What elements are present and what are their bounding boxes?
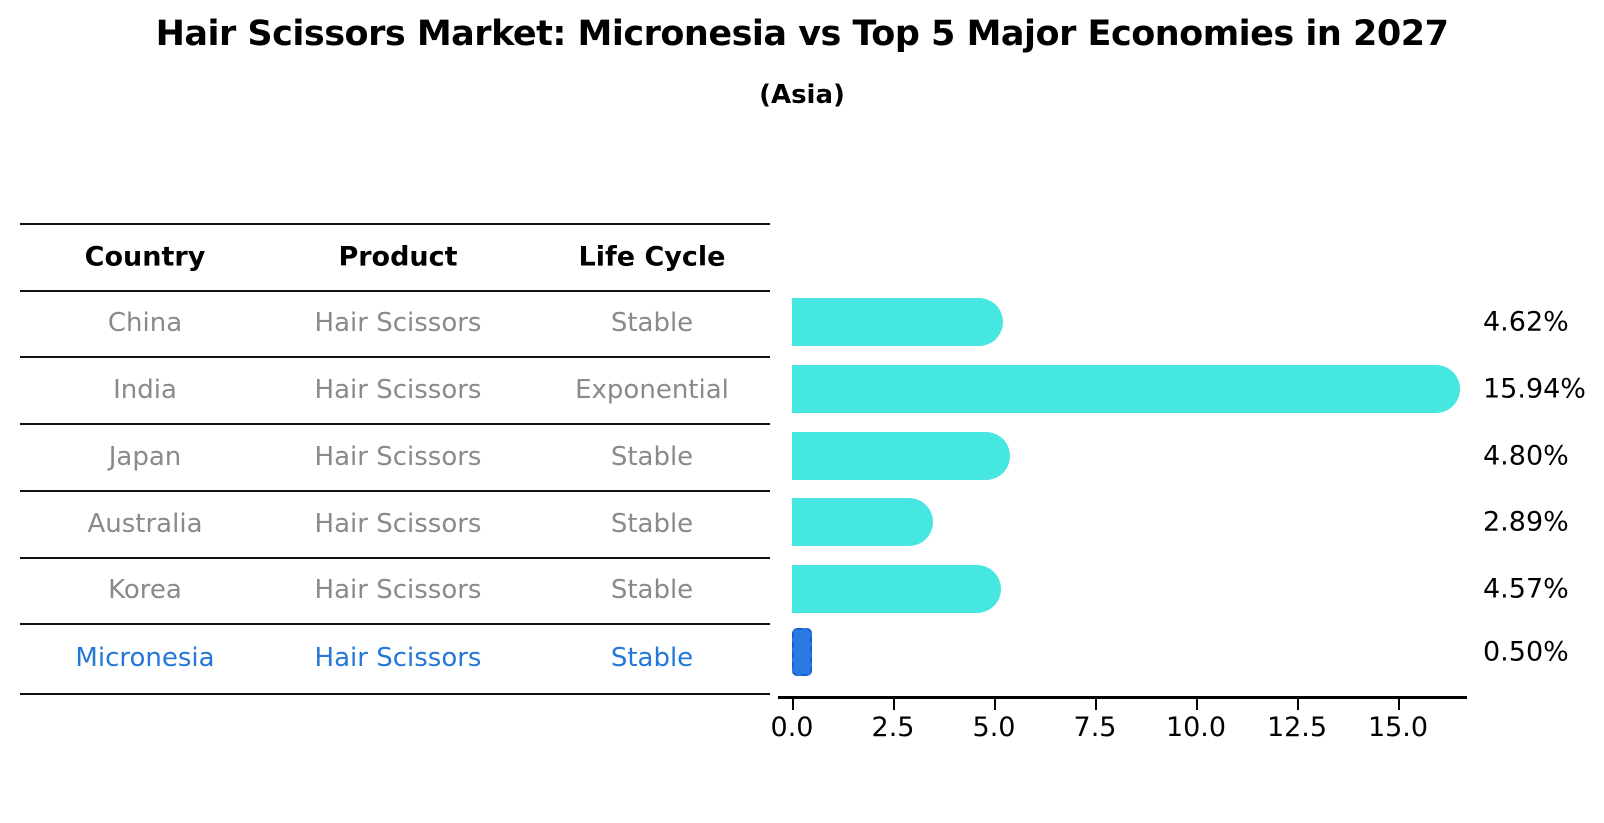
table-cell-life_cycle: Stable (610, 441, 694, 472)
value-label-micronesia: 0.50% (1483, 636, 1569, 668)
table-divider (20, 356, 770, 358)
table-cell-country: Japan (108, 441, 182, 472)
x-axis-tick (893, 699, 895, 710)
table-cell-country: Australia (87, 508, 203, 539)
x-axis-tick-label: 0.0 (770, 712, 814, 743)
value-label-india: 15.94% (1483, 373, 1586, 405)
x-axis-tick-label: 10.0 (1165, 712, 1227, 743)
bar-korea (792, 565, 1001, 613)
chart-subtitle: (Asia) (759, 80, 845, 110)
x-axis-tick (1196, 699, 1198, 710)
table-cell-product: Hair Scissors (314, 643, 482, 673)
x-axis-tick (1398, 699, 1400, 710)
x-axis-tick-label: 7.5 (1073, 712, 1117, 743)
value-label-australia: 2.89% (1483, 506, 1569, 538)
x-axis-tick-label: 12.5 (1266, 712, 1328, 743)
value-label-china: 4.62% (1483, 306, 1569, 338)
table-cell-country: India (113, 374, 177, 405)
table-divider (20, 693, 770, 695)
bar-india (792, 365, 1460, 413)
table-divider (20, 223, 770, 225)
table-header-life-cycle: Life Cycle (578, 241, 726, 272)
table-divider (20, 623, 770, 625)
table-divider (20, 423, 770, 425)
x-axis-tick (1297, 699, 1299, 710)
table-cell-life_cycle: Stable (610, 643, 694, 673)
table-divider (20, 557, 770, 559)
bar-japan (792, 432, 1010, 480)
x-axis-line (778, 696, 1467, 699)
table-cell-product: Hair Scissors (314, 374, 482, 405)
x-axis-tick-label: 5.0 (972, 712, 1016, 743)
table-header-country: Country (84, 241, 206, 272)
table-cell-life_cycle: Stable (610, 508, 694, 539)
bar-australia (792, 498, 933, 546)
x-axis-tick (994, 699, 996, 710)
x-axis-tick (792, 699, 794, 710)
bar-china (792, 298, 1003, 346)
table-divider (20, 290, 770, 292)
value-label-japan: 4.80% (1483, 440, 1569, 472)
table-cell-country: Micronesia (75, 643, 215, 673)
table-header-product: Product (338, 241, 458, 272)
x-axis-tick-label: 2.5 (871, 712, 915, 743)
chart-title: Hair Scissors Market: Micronesia vs Top … (155, 14, 1449, 54)
table-cell-country: Korea (108, 575, 182, 605)
table-cell-life_cycle: Stable (610, 308, 694, 338)
table-cell-product: Hair Scissors (314, 508, 482, 539)
table-cell-life_cycle: Exponential (575, 374, 729, 405)
value-label-korea: 4.57% (1483, 573, 1569, 605)
bar-micronesia (792, 628, 813, 676)
table-cell-product: Hair Scissors (314, 575, 482, 605)
table-divider (20, 490, 770, 492)
table-cell-life_cycle: Stable (610, 575, 694, 605)
x-axis-tick (1095, 699, 1097, 710)
x-axis-tick-label: 15.0 (1367, 712, 1429, 743)
table-cell-product: Hair Scissors (314, 308, 482, 338)
table-cell-country: China (107, 308, 183, 338)
table-cell-product: Hair Scissors (314, 441, 482, 472)
